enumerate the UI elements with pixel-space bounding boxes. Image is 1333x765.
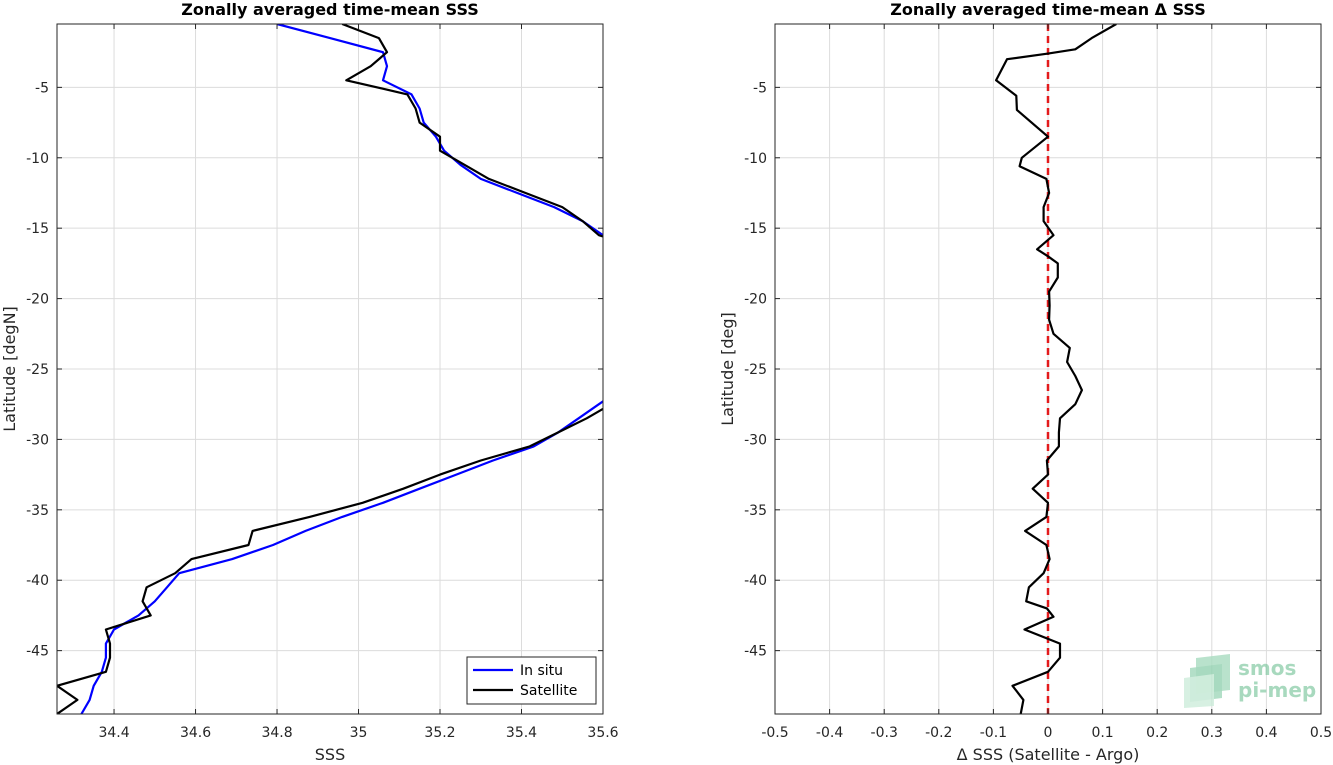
x-tick-label: 35 (350, 725, 368, 741)
y-tick-label: -20 (744, 292, 767, 308)
x-tick-label: 34.8 (261, 725, 292, 741)
y-tick-labels: -5 -10 -15 -20 -25 -30 -35 -40 -45 (744, 80, 767, 659)
y-tick-label: -25 (26, 362, 49, 378)
data-series (57, 24, 603, 714)
x-tick-label: 0.4 (1255, 725, 1277, 741)
series-line-delta-sss (994, 24, 1117, 714)
x-tick-label: 35.4 (506, 725, 537, 741)
y-axis-label: Latitude [deg] (718, 312, 737, 426)
y-tick-label: -45 (744, 644, 767, 660)
y-tick-label: -35 (26, 503, 49, 519)
logo-text-pi-mep: pi-mep (1238, 678, 1316, 702)
x-tick-label: -0.5 (761, 725, 788, 741)
x-tick-label: 0.2 (1146, 725, 1168, 741)
smos-pi-mep-logo: smos pi-mep (1184, 654, 1316, 708)
legend-label-in-situ: In situ (520, 663, 563, 679)
x-tick-label: -0.3 (871, 725, 898, 741)
x-tick-label: 0 (1044, 725, 1053, 741)
chart-left-panel: 34.4 34.6 34.8 35 35.2 35.4 35.6 -5 -10 -15 -20 -2… (0, 0, 619, 764)
series-line-satellite (57, 24, 603, 714)
x-axis-label: Δ SSS (Satellite - Argo) (957, 745, 1140, 764)
y-tick-label: -40 (26, 573, 49, 589)
y-axis-label: Latitude [degN] (0, 306, 19, 432)
chart-right-panel: -0.5 -0.4 -0.3 -0.2 -0.1 0 0.1 0.2 0.3 0.4 0.5 -5-… (718, 0, 1332, 764)
y-tick-label: -15 (26, 221, 49, 237)
logo-text-smos: smos (1238, 656, 1296, 680)
y-tick-label: -40 (744, 573, 767, 589)
data-series (994, 24, 1117, 714)
y-tick-label: -5 (35, 80, 49, 96)
x-axis-label: SSS (315, 745, 345, 764)
x-tick-label: 34.6 (180, 725, 211, 741)
x-tick-label: 35.2 (424, 725, 455, 741)
y-tick-label: -45 (26, 644, 49, 660)
series-line-in-situ (80, 24, 603, 714)
y-tick-label: -10 (744, 151, 767, 167)
y-tick-label: -30 (26, 432, 49, 448)
x-tick-label: 0.3 (1201, 725, 1223, 741)
y-tick-label: -30 (744, 432, 767, 448)
y-tick-label: -25 (744, 362, 767, 378)
y-tick-labels: -5 -10 -15 -20 -25 -30 -35 -40 -45 (26, 80, 49, 659)
legend: In situ Satellite (466, 656, 597, 705)
x-tick-labels: 34.4 34.6 34.8 35 35.2 35.4 35.6 (98, 725, 618, 741)
legend-box (466, 656, 597, 705)
y-tick-label: -10 (26, 151, 49, 167)
chart-title: Zonally averaged time-mean SSS (181, 0, 479, 19)
x-tick-label: 0.1 (1091, 725, 1113, 741)
x-tick-label: -0.4 (816, 725, 843, 741)
legend-label-satellite: Satellite (520, 683, 577, 699)
chart-title: Zonally averaged time-mean Δ SSS (890, 0, 1206, 19)
x-tick-labels: -0.5 -0.4 -0.3 -0.2 -0.1 0 0.1 0.2 0.3 0.4 0.5 (761, 725, 1332, 741)
x-tick-label: 0.5 (1310, 725, 1332, 741)
y-tick-label: -20 (26, 292, 49, 308)
x-tick-label: -0.2 (925, 725, 952, 741)
y-tick-label: -15 (744, 221, 767, 237)
y-tick-label: -35 (744, 503, 767, 519)
y-tick-label: -5 (753, 80, 767, 96)
x-tick-label: -0.1 (980, 725, 1007, 741)
smos-pi-mep-logo-icon (1184, 654, 1230, 708)
grid-lines (57, 24, 604, 714)
x-tick-label: 34.4 (98, 725, 129, 741)
x-tick-label: 35.6 (587, 725, 618, 741)
